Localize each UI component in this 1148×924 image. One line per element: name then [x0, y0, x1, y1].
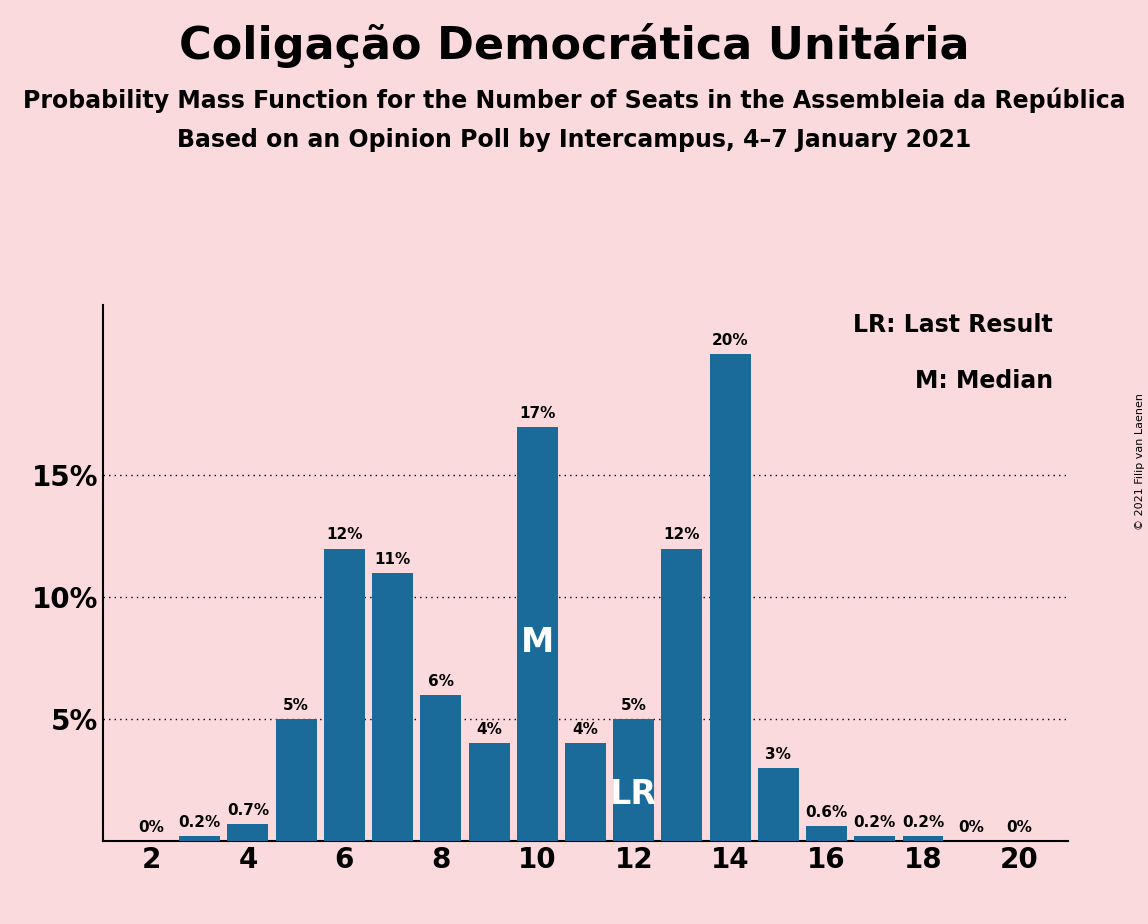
- Bar: [517, 427, 558, 841]
- Bar: [468, 744, 510, 841]
- Text: 0.2%: 0.2%: [902, 815, 944, 830]
- Text: 0.6%: 0.6%: [806, 805, 847, 821]
- Text: © 2021 Filip van Laenen: © 2021 Filip van Laenen: [1135, 394, 1145, 530]
- Text: 0%: 0%: [1007, 820, 1032, 834]
- Text: 5%: 5%: [284, 698, 309, 713]
- Bar: [758, 768, 799, 841]
- Bar: [227, 824, 269, 841]
- Text: 17%: 17%: [519, 406, 556, 420]
- Text: Coligação Democrática Unitária: Coligação Democrática Unitária: [179, 23, 969, 68]
- Text: LR: LR: [610, 778, 658, 811]
- Text: 6%: 6%: [428, 674, 453, 688]
- Bar: [179, 836, 220, 841]
- Text: 4%: 4%: [476, 723, 502, 737]
- Bar: [709, 354, 751, 841]
- Text: 0.2%: 0.2%: [179, 815, 220, 830]
- Bar: [613, 719, 654, 841]
- Bar: [372, 573, 413, 841]
- Text: 4%: 4%: [573, 723, 598, 737]
- Text: 0.2%: 0.2%: [854, 815, 895, 830]
- Text: Based on an Opinion Poll by Intercampus, 4–7 January 2021: Based on an Opinion Poll by Intercampus,…: [177, 128, 971, 152]
- Bar: [324, 549, 365, 841]
- Text: 0.7%: 0.7%: [227, 803, 269, 818]
- Bar: [854, 836, 895, 841]
- Bar: [420, 695, 461, 841]
- Text: 11%: 11%: [374, 552, 411, 566]
- Text: 0%: 0%: [139, 820, 164, 834]
- Bar: [806, 826, 847, 841]
- Text: 12%: 12%: [326, 528, 363, 542]
- Text: 5%: 5%: [621, 698, 646, 713]
- Text: 12%: 12%: [664, 528, 700, 542]
- Text: 0%: 0%: [959, 820, 984, 834]
- Text: 3%: 3%: [766, 747, 791, 761]
- Bar: [661, 549, 703, 841]
- Text: M: M: [521, 626, 553, 659]
- Text: M: Median: M: Median: [915, 370, 1053, 394]
- Bar: [565, 744, 606, 841]
- Text: 20%: 20%: [712, 333, 748, 347]
- Text: LR: Last Result: LR: Last Result: [853, 313, 1053, 337]
- Bar: [276, 719, 317, 841]
- Text: Probability Mass Function for the Number of Seats in the Assembleia da República: Probability Mass Function for the Number…: [23, 88, 1125, 114]
- Bar: [902, 836, 944, 841]
